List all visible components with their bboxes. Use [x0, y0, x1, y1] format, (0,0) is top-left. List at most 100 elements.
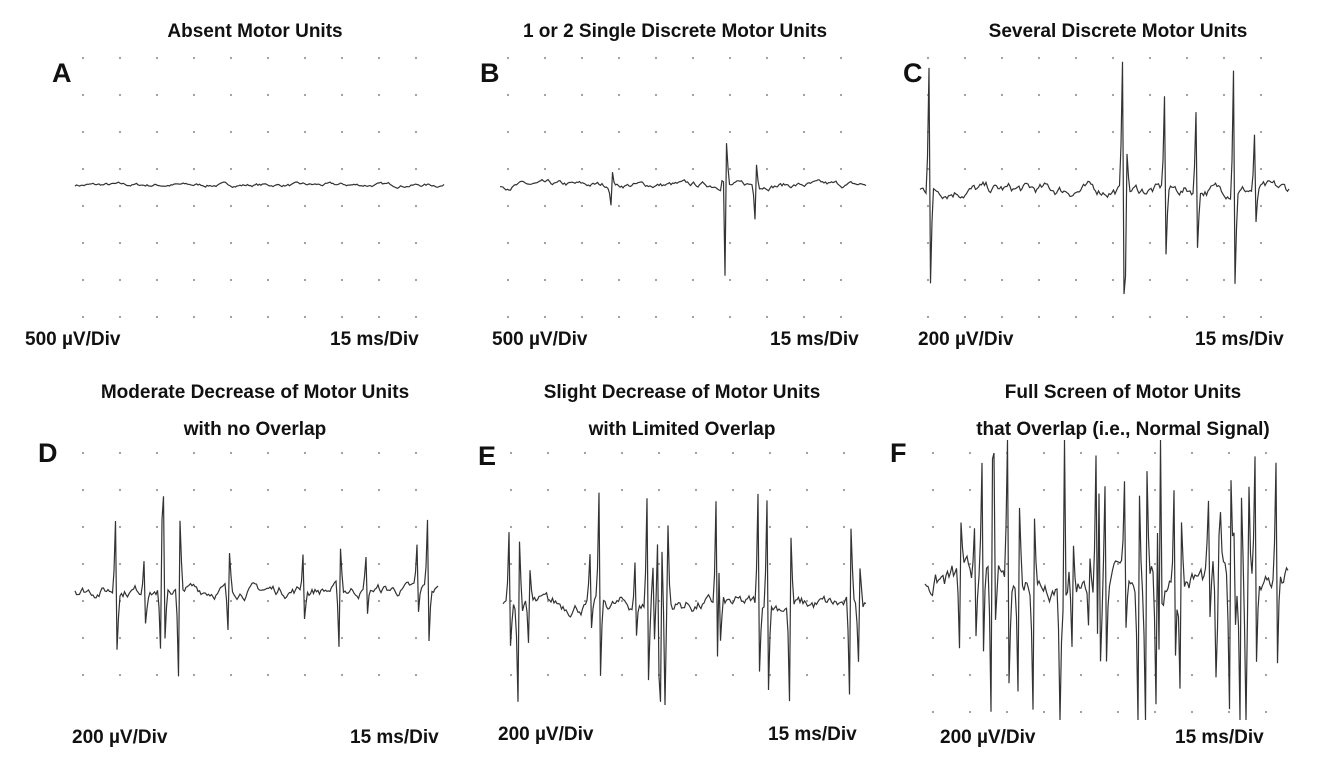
panel-title: 1 or 2 Single Discrete Motor Units	[523, 21, 827, 42]
grid-dot	[155, 673, 159, 677]
grid-dot	[1185, 315, 1189, 319]
grid-dot	[694, 599, 698, 603]
grid-dot	[229, 525, 233, 529]
grid-dot	[1042, 673, 1046, 677]
grid-dot	[802, 315, 806, 319]
panel-title: Slight Decrease of Motor Units	[544, 382, 821, 403]
grid-dot	[340, 488, 344, 492]
emg-trace	[919, 61, 1290, 295]
grid-dot	[1037, 56, 1041, 60]
grid-dot	[303, 636, 307, 640]
grid-dot	[805, 451, 809, 455]
grid-dot	[1074, 315, 1078, 319]
grid-dot	[620, 451, 624, 455]
grid-dot	[340, 599, 344, 603]
grid-dot	[580, 315, 584, 319]
grid-dot	[654, 56, 658, 60]
grid-dot	[266, 599, 270, 603]
grid-dot	[1000, 278, 1004, 282]
grid-dot	[1116, 451, 1120, 455]
grid-dot	[1259, 241, 1263, 245]
grid-dot	[192, 241, 196, 245]
grid-dot	[1259, 93, 1263, 97]
grid-dot	[1153, 488, 1157, 492]
grid-dot	[580, 56, 584, 60]
grid-dot	[765, 130, 769, 134]
grid-dot	[839, 241, 843, 245]
grid-dot	[1005, 636, 1009, 640]
grid-dot	[81, 525, 85, 529]
panel-letter: C	[903, 58, 923, 88]
grid-dot	[118, 241, 122, 245]
grid-dot	[414, 130, 418, 134]
grid-dot	[1116, 636, 1120, 640]
grid-dot	[192, 278, 196, 282]
grid-dot	[765, 56, 769, 60]
grid-dot	[731, 525, 735, 529]
grid-dot	[1042, 562, 1046, 566]
grid-dot	[968, 710, 972, 714]
grid-dot	[926, 278, 930, 282]
grid-dot	[81, 488, 85, 492]
grid-dot	[657, 451, 661, 455]
grid-dot	[192, 525, 196, 529]
grid-dot	[81, 167, 85, 171]
grid-dot	[839, 167, 843, 171]
y-scale-label: 200 µV/Div	[72, 727, 168, 748]
grid-dot	[118, 451, 122, 455]
emg-trace	[74, 181, 445, 189]
grid-dot	[580, 204, 584, 208]
grid-dot	[963, 56, 967, 60]
grid-dot	[509, 673, 513, 677]
grid-dot	[1259, 167, 1263, 171]
grid-dot	[654, 278, 658, 282]
grid-dot	[340, 93, 344, 97]
grid-dot	[543, 93, 547, 97]
grid-dot	[1264, 710, 1268, 714]
grid-dot	[118, 278, 122, 282]
grid-dot	[414, 599, 418, 603]
grid-dot	[266, 278, 270, 282]
grid-dot	[968, 636, 972, 640]
grid-dot	[1227, 599, 1231, 603]
grid-dot	[192, 636, 196, 640]
y-scale-label: 500 µV/Div	[492, 329, 588, 350]
grid-dot	[1037, 241, 1041, 245]
grid-dot	[340, 315, 344, 319]
grid-dot	[968, 562, 972, 566]
grid-dot	[694, 636, 698, 640]
panel-letter: F	[890, 438, 907, 468]
grid-dot	[1153, 525, 1157, 529]
grid-dot	[731, 488, 735, 492]
grid-dot	[118, 167, 122, 171]
grid-dot	[1000, 241, 1004, 245]
grid-dot	[926, 241, 930, 245]
grid-dot	[583, 673, 587, 677]
grid-dot	[1259, 56, 1263, 60]
grid-dot	[377, 315, 381, 319]
grid-dot	[506, 204, 510, 208]
grid-dot	[1042, 710, 1046, 714]
grid-dot	[340, 204, 344, 208]
grid-dot	[802, 278, 806, 282]
grid-dot	[768, 451, 772, 455]
grid-dot	[657, 525, 661, 529]
grid-dot	[694, 525, 698, 529]
grid-dot	[1074, 204, 1078, 208]
grid-dot	[303, 93, 307, 97]
grid-dot	[81, 451, 85, 455]
grid-dot	[118, 636, 122, 640]
grid-dot	[931, 599, 935, 603]
grid-dot	[1190, 562, 1194, 566]
grid-dot	[1116, 673, 1120, 677]
grid-dot	[229, 636, 233, 640]
grid-dot	[654, 93, 658, 97]
grid-dot	[839, 204, 843, 208]
grid-dot	[1079, 451, 1083, 455]
grid-dot	[1264, 673, 1268, 677]
grid-dot	[1259, 278, 1263, 282]
grid-dot	[654, 315, 658, 319]
grid-dot	[620, 525, 624, 529]
grid-dot	[303, 525, 307, 529]
grid-dot	[617, 167, 621, 171]
